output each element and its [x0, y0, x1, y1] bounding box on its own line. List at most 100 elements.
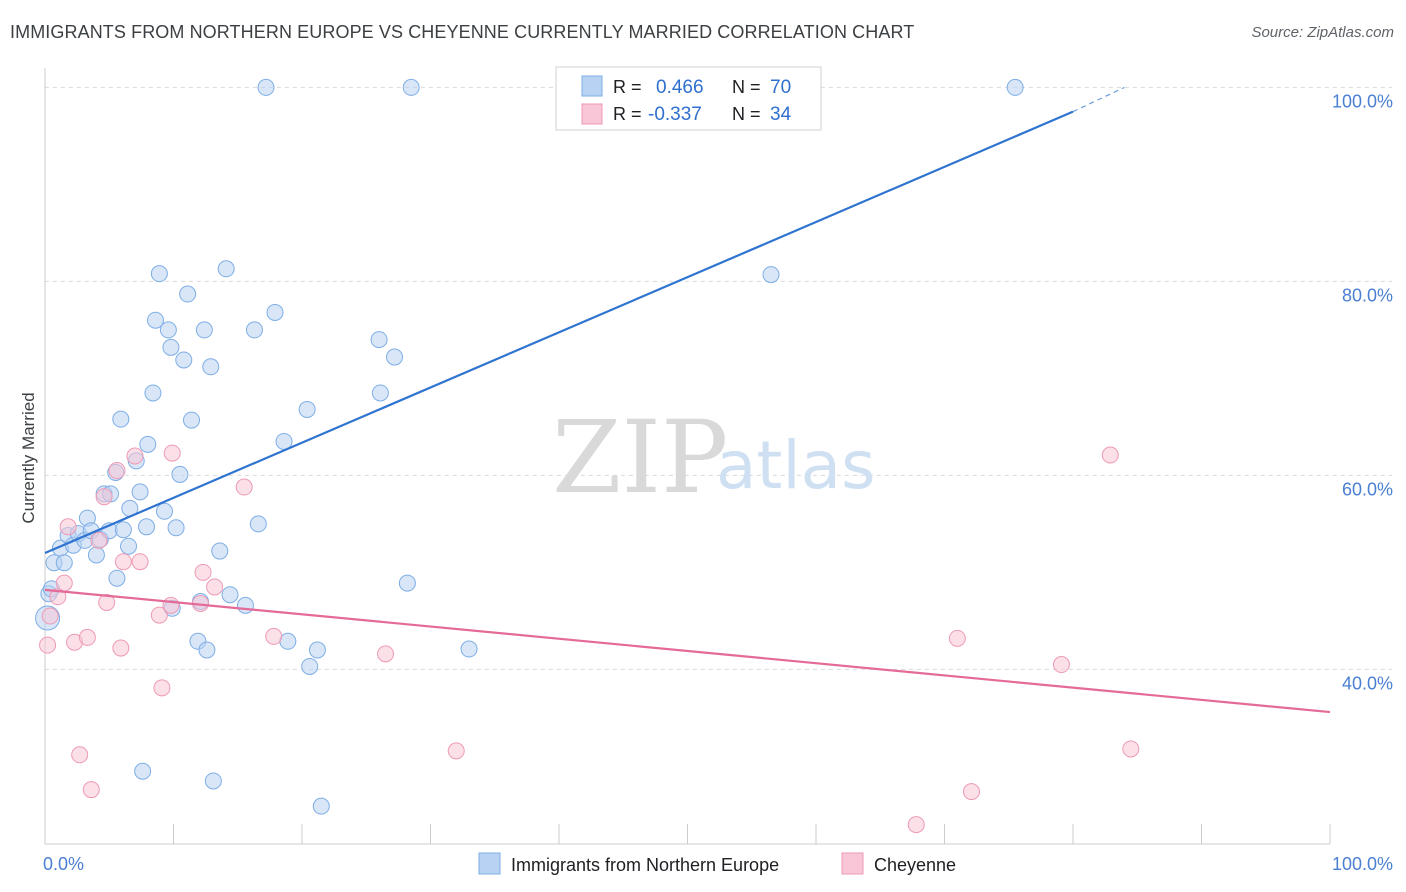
data-point-northern-europe — [175, 351, 193, 369]
data-point-northern-europe — [144, 384, 162, 402]
bottom-legend-swatch-pink — [841, 852, 864, 875]
bottom-legend-label-pink: Cheyenne — [874, 855, 956, 875]
data-point-northern-europe — [762, 266, 780, 284]
data-point-cheyenne — [108, 462, 126, 480]
data-point-cheyenne — [95, 488, 113, 506]
legend-r-value-pink: -0.337 — [648, 104, 702, 125]
data-point-cheyenne — [948, 629, 966, 647]
data-point-northern-europe — [167, 519, 185, 537]
data-point-northern-europe — [150, 265, 168, 283]
data-point-northern-europe — [198, 641, 216, 659]
watermark-zip: ZIP — [552, 399, 728, 516]
data-point-northern-europe — [221, 586, 239, 604]
bottom-legend: Immigrants from Northern Europe Cheyenne — [478, 852, 956, 875]
data-point-northern-europe — [249, 515, 267, 533]
data-point-cheyenne — [55, 574, 73, 592]
data-point-northern-europe — [139, 435, 157, 453]
grid-lines — [45, 86, 1392, 670]
data-point-cheyenne — [90, 531, 108, 549]
data-point-cheyenne — [82, 781, 100, 799]
series-pink-points — [39, 444, 1140, 834]
data-point-cheyenne — [1052, 656, 1070, 674]
data-point-cheyenne — [194, 563, 212, 581]
data-point-cheyenne — [71, 746, 89, 764]
legend-r-value-blue: 0.466 — [656, 77, 704, 98]
y-axis-label: Currently Married — [19, 392, 38, 523]
trend-line-cheyenne — [44, 588, 1331, 714]
legend-r-label-blue: R = — [613, 77, 642, 97]
data-point-cheyenne — [49, 588, 67, 606]
y-tick-label: 60.0% — [1342, 479, 1393, 499]
data-point-northern-europe — [236, 596, 254, 614]
data-point-cheyenne — [131, 553, 149, 571]
data-point-northern-europe — [245, 321, 263, 339]
data-point-northern-europe — [147, 311, 165, 329]
legend-box: R = 0.466 N = 70 R = -0.337 N = 34 — [555, 66, 822, 131]
legend-swatch-blue — [581, 75, 603, 97]
data-point-cheyenne — [150, 606, 168, 624]
data-point-northern-europe — [266, 303, 284, 321]
data-point-northern-europe — [131, 483, 149, 501]
legend-n-value-blue: 70 — [770, 77, 791, 98]
data-point-northern-europe — [159, 321, 177, 339]
data-point-cheyenne — [126, 447, 144, 465]
watermark: ZIP atlas — [552, 399, 876, 516]
data-point-northern-europe — [195, 321, 213, 339]
data-point-northern-europe — [217, 260, 235, 278]
data-point-northern-europe — [182, 411, 200, 429]
data-point-northern-europe — [301, 657, 319, 675]
data-point-northern-europe — [156, 502, 174, 520]
data-point-cheyenne — [41, 607, 59, 625]
data-point-cheyenne — [962, 783, 980, 801]
bottom-legend-label-blue: Immigrants from Northern Europe — [511, 855, 779, 875]
y-tick-label: 40.0% — [1342, 673, 1393, 693]
data-point-northern-europe — [171, 465, 189, 483]
x-tick-label: 0.0% — [43, 854, 84, 874]
trend-lines — [44, 86, 1331, 714]
chart-title: IMMIGRANTS FROM NORTHERN EUROPE VS CHEYE… — [10, 22, 915, 42]
bottom-legend-swatch-blue — [478, 852, 501, 875]
data-point-cheyenne — [162, 596, 180, 614]
data-point-northern-europe — [202, 358, 220, 376]
data-point-northern-europe — [138, 518, 156, 536]
trend-line-northern-europe — [44, 110, 1074, 555]
data-point-cheyenne — [235, 478, 253, 496]
data-point-northern-europe — [460, 640, 478, 658]
data-point-cheyenne — [1101, 446, 1119, 464]
data-point-cheyenne — [447, 742, 465, 760]
data-point-northern-europe — [371, 384, 389, 402]
legend-swatch-pink — [581, 103, 603, 125]
data-point-northern-europe — [279, 632, 297, 650]
data-point-cheyenne — [907, 816, 925, 834]
data-point-cheyenne — [377, 645, 395, 663]
x-tick-label: 100.0% — [1332, 854, 1393, 874]
data-point-northern-europe — [108, 569, 126, 587]
data-point-cheyenne — [206, 578, 224, 596]
trend-line-northern-europe-extension — [1072, 86, 1125, 113]
y-tick-label: 100.0% — [1332, 91, 1393, 111]
data-point-northern-europe — [112, 410, 130, 428]
data-point-cheyenne — [112, 639, 130, 657]
data-point-cheyenne — [78, 628, 96, 646]
data-point-northern-europe — [386, 348, 404, 366]
data-point-cheyenne — [98, 593, 116, 611]
y-tick-labels: 40.0% 60.0% 80.0% 100.0% — [1332, 91, 1393, 693]
legend-n-value-pink: 34 — [770, 104, 792, 125]
legend-n-label-pink: N = — [732, 104, 761, 124]
data-point-northern-europe — [55, 554, 73, 572]
legend-n-label-blue: N = — [732, 77, 761, 97]
data-point-cheyenne — [163, 444, 181, 462]
data-point-northern-europe — [162, 338, 180, 356]
data-point-cheyenne — [39, 636, 57, 654]
data-point-northern-europe — [120, 537, 138, 555]
data-point-northern-europe — [298, 400, 316, 418]
y-tick-label: 80.0% — [1342, 285, 1393, 305]
data-point-northern-europe — [211, 542, 229, 560]
source-label: Source: ZipAtlas.com — [1251, 24, 1394, 41]
data-point-northern-europe — [370, 331, 388, 349]
x-tick-labels: 0.0% 100.0% — [43, 854, 1393, 874]
data-point-northern-europe — [402, 78, 420, 96]
data-point-cheyenne — [153, 679, 171, 697]
data-point-northern-europe — [114, 521, 132, 539]
